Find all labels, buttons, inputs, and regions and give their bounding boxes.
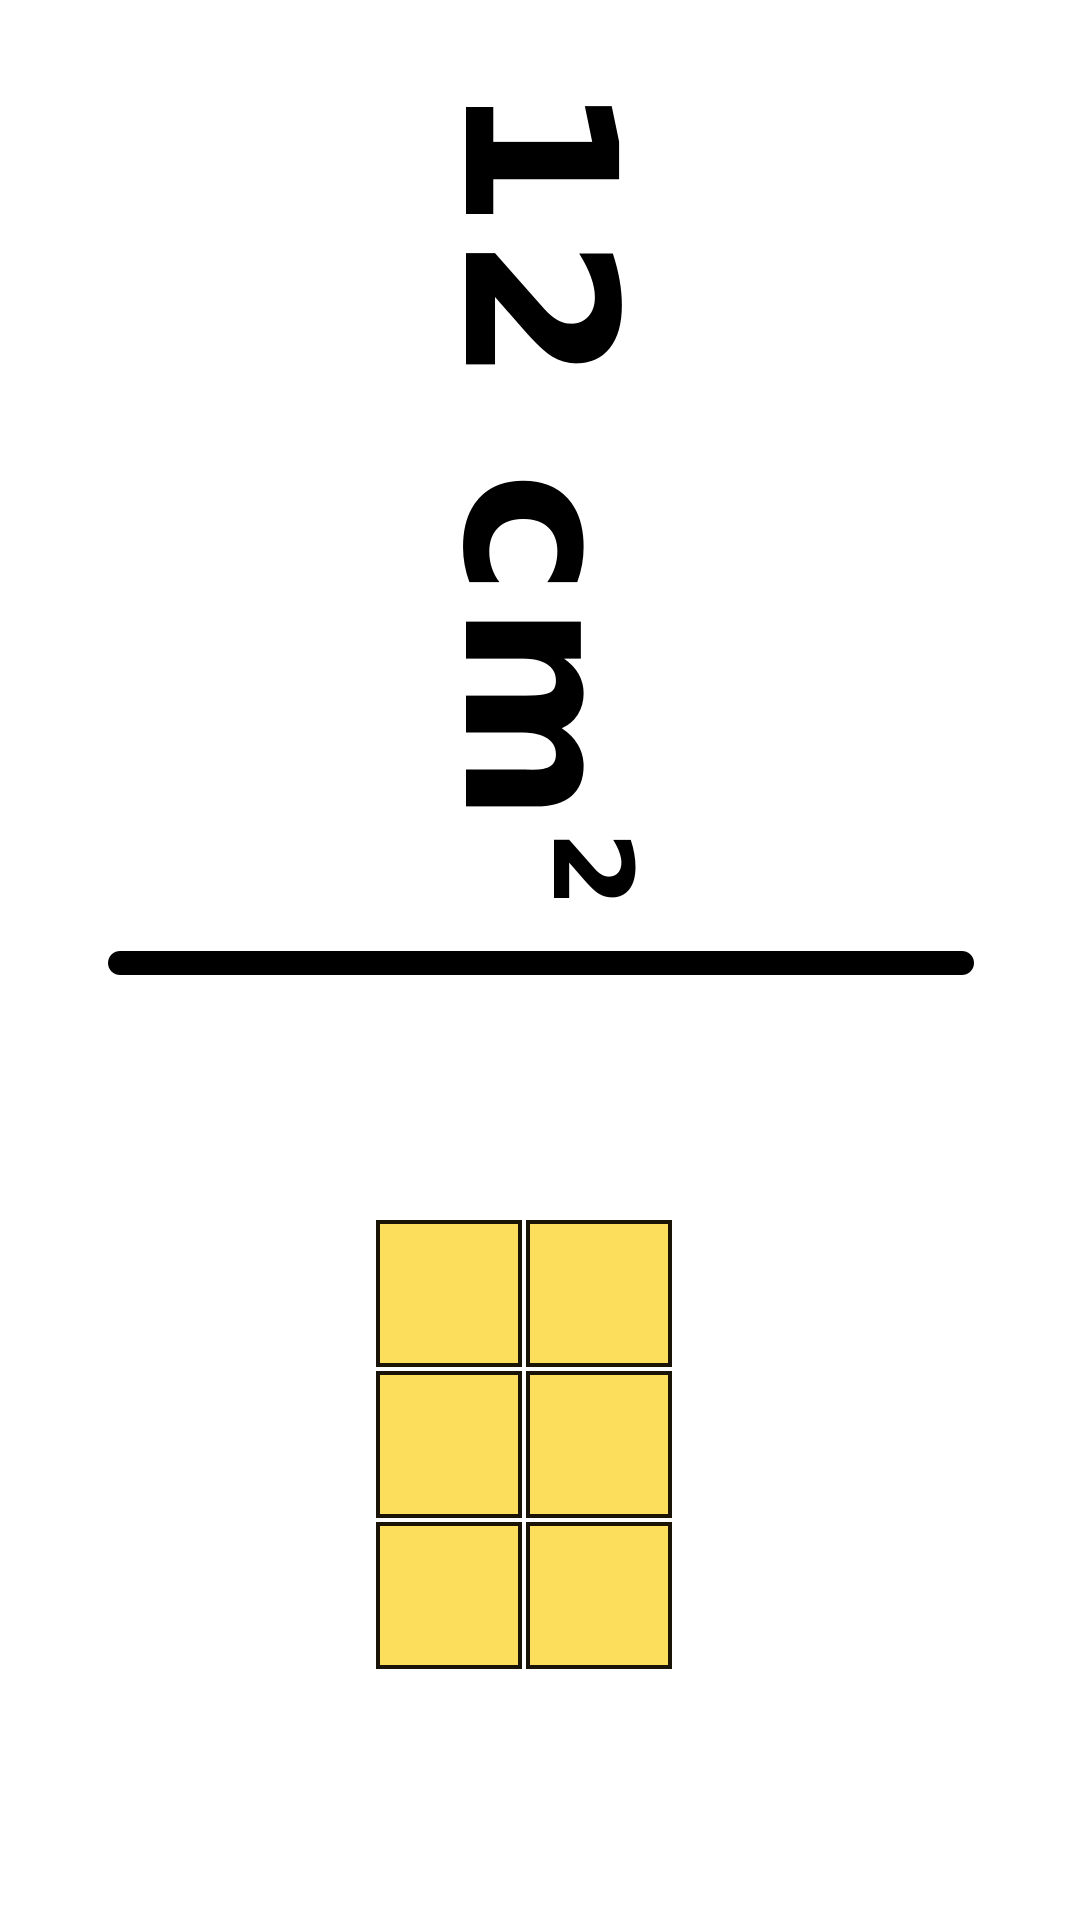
area-exponent: 2 [528, 831, 656, 908]
unit-square [526, 1371, 672, 1518]
unit-square [376, 1371, 522, 1518]
unit-square-grid [376, 1220, 676, 1671]
unit-square [526, 1220, 672, 1367]
unit-square [376, 1522, 522, 1669]
area-value: 12 cm [416, 82, 661, 832]
unit-square [376, 1220, 522, 1367]
area-label: 12 cm2 [416, 82, 661, 907]
unit-square [526, 1522, 672, 1669]
divider-line [108, 951, 974, 975]
